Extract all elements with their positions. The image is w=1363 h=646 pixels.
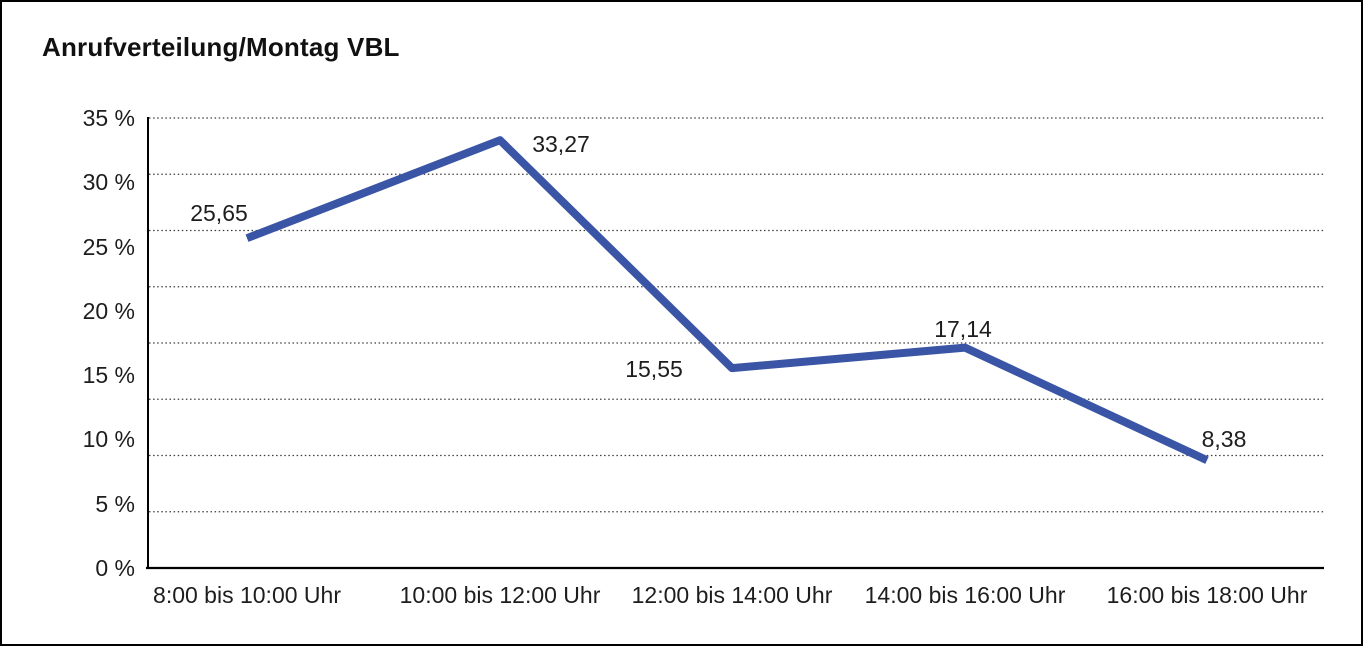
data-point-label: 8,38 xyxy=(1201,426,1247,452)
x-tick-label: 16:00 bis 18:00 Uhr xyxy=(1106,582,1308,608)
data-point-label: 25,65 xyxy=(190,200,248,226)
y-tick-label: 25 % xyxy=(82,233,135,260)
x-tick-label: 14:00 bis 16:00 Uhr xyxy=(864,582,1066,608)
data-point-label: 33,27 xyxy=(532,131,590,157)
data-point-label: 15,55 xyxy=(625,356,683,382)
y-tick-label: 30 % xyxy=(82,169,135,196)
data-point-label: 17,14 xyxy=(934,316,992,342)
data-line xyxy=(245,136,1209,464)
y-tick-label: 35 % xyxy=(82,105,135,131)
y-tick-label: 15 % xyxy=(82,362,135,389)
chart-title: Anrufverteilung/Montag VBL xyxy=(42,32,400,62)
y-tick-label: 10 % xyxy=(82,426,135,453)
x-tick-label: 10:00 bis 12:00 Uhr xyxy=(399,582,601,608)
y-tick-label: 0 % xyxy=(95,555,135,581)
x-tick-label: 8:00 bis 10:00 Uhr xyxy=(153,582,341,608)
y-tick-label: 5 % xyxy=(95,490,135,517)
x-tick-label: 12:00 bis 14:00 Uhr xyxy=(631,582,833,608)
y-tick-label: 20 % xyxy=(82,297,135,324)
